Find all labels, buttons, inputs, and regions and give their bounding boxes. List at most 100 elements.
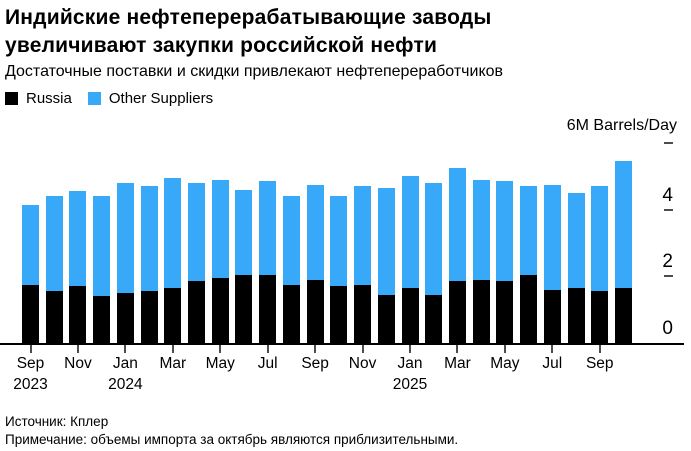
bar-segment-russia	[188, 281, 206, 343]
y-axis-tick-label: 0	[662, 318, 673, 339]
chart-legend: Russia Other Suppliers	[5, 90, 213, 107]
x-axis-tick-mark	[219, 345, 222, 353]
source-note: Источник: Кплер	[5, 414, 109, 429]
legend-label-other-suppliers: Other Suppliers	[108, 90, 214, 107]
bar-segment-other-suppliers	[448, 168, 466, 282]
bar-segment-russia	[615, 288, 632, 343]
bar-segment-russia	[211, 278, 229, 343]
x-axis-tick-mark	[551, 345, 554, 353]
y-axis-tick-dash	[664, 275, 673, 278]
bar-segment-other-suppliers	[306, 184, 324, 280]
approximation-note: Примечание: объемы импорта за октябрь яв…	[5, 432, 459, 447]
bar-segment-russia	[401, 288, 419, 343]
page-title: Индийские нефтеперерабатывающие заводы у…	[5, 4, 492, 60]
bar-segment-russia	[69, 286, 87, 343]
page-subtitle: Достаточные поставки и скидки привлекают…	[5, 63, 504, 80]
y-axis-tick-label: 2	[662, 251, 673, 273]
x-axis-tick-mark	[314, 345, 317, 353]
bar-segment-other-suppliers	[235, 189, 253, 275]
bar-segment-other-suppliers	[69, 191, 87, 287]
x-axis-month-label: Mar	[159, 355, 187, 372]
bar-segment-other-suppliers	[330, 196, 348, 287]
bar-segment-other-suppliers	[425, 183, 443, 295]
bar-segment-other-suppliers	[496, 181, 514, 282]
bar-segment-russia	[306, 279, 324, 343]
bar-segment-russia	[235, 274, 253, 343]
bar-segment-other-suppliers	[591, 186, 609, 292]
x-axis-year-label: 2025	[392, 376, 428, 393]
bar-segment-other-suppliers	[259, 181, 277, 275]
x-axis-tick-mark	[29, 345, 32, 353]
legend-swatch-russia	[5, 92, 18, 105]
bar-segment-other-suppliers	[377, 188, 395, 295]
bar-segment-russia	[140, 291, 158, 343]
y-axis-tick-label: 4	[662, 184, 673, 206]
bar-segment-russia	[164, 288, 182, 343]
legend-label-russia: Russia	[26, 90, 72, 107]
x-axis-month-label: Sep	[301, 355, 329, 372]
bar-segment-russia	[520, 274, 538, 343]
x-axis-tick-mark	[76, 345, 79, 353]
bar-segment-russia	[543, 289, 561, 343]
bar-segment-russia	[259, 274, 277, 343]
x-axis-baseline	[0, 343, 684, 345]
x-axis-tick-mark	[171, 345, 174, 353]
legend-item-russia: Russia	[5, 90, 72, 107]
bar-segment-other-suppliers	[211, 179, 229, 278]
bar-segment-russia	[377, 294, 395, 343]
x-axis-tick-mark	[456, 345, 459, 353]
y-axis-tick-dash	[664, 142, 673, 144]
y-axis-tick-dash	[664, 208, 673, 211]
bar-segment-other-suppliers	[45, 196, 63, 292]
bar-segment-russia	[354, 284, 372, 343]
bar-segment-other-suppliers	[282, 196, 300, 285]
bar-segment-russia	[472, 279, 490, 343]
bar-segment-other-suppliers	[354, 186, 372, 285]
x-axis-month-label: May	[205, 355, 235, 372]
bar-segment-russia	[116, 293, 134, 343]
bar-segment-other-suppliers	[543, 184, 561, 290]
legend-item-other-suppliers: Other Suppliers	[87, 90, 214, 107]
bar-segment-other-suppliers	[140, 186, 158, 292]
bar-segment-russia	[496, 281, 514, 343]
x-axis-month-label: Sep	[16, 355, 45, 372]
bar-segment-other-suppliers	[188, 183, 206, 282]
bar-segment-other-suppliers	[567, 193, 585, 288]
bar-segment-russia	[425, 294, 443, 343]
legend-swatch-other-suppliers	[87, 92, 101, 105]
bar-segment-russia	[22, 284, 39, 343]
bar-segment-russia	[93, 296, 111, 343]
x-axis-tick-mark	[503, 345, 506, 353]
x-axis-month-label: Jul	[257, 355, 278, 372]
bar-segment-russia	[330, 286, 348, 343]
x-axis-month-label: Jan	[112, 355, 138, 372]
bar-segment-russia	[591, 291, 609, 343]
bar-segment-other-suppliers	[520, 186, 538, 275]
chart-footer: Источник: Кплер Примечание: объемы импор…	[5, 413, 458, 449]
title-line-1: Индийские нефтеперерабатывающие заводы	[5, 6, 492, 29]
x-axis-tick-mark	[361, 345, 364, 353]
bar-segment-russia	[567, 288, 585, 343]
bar-segment-other-suppliers	[164, 178, 182, 288]
x-axis-year-label: 2023	[13, 376, 48, 393]
x-axis-month-label: Nov	[348, 355, 377, 372]
x-axis-tick-mark	[598, 345, 601, 353]
x-axis-year-label: 2024	[108, 376, 143, 393]
x-axis-month-label: Mar	[444, 355, 471, 372]
x-axis-month-label: Jan	[397, 355, 423, 372]
title-line-2: увеличивают закупки российской нефти	[5, 34, 438, 57]
bar-segment-other-suppliers	[401, 176, 419, 288]
bar-segment-russia	[282, 284, 300, 343]
bar-segment-russia	[45, 291, 63, 343]
y-axis-unit-label: 6M Barrels/Day	[566, 117, 677, 134]
bar-segment-other-suppliers	[615, 161, 632, 288]
bar-segment-other-suppliers	[93, 196, 111, 297]
x-axis-month-label: Sep	[585, 355, 614, 372]
x-axis-month-label: Nov	[64, 355, 92, 372]
bar-segment-other-suppliers	[22, 204, 39, 285]
bar-segment-other-suppliers	[472, 179, 490, 280]
x-axis-tick-mark	[409, 345, 412, 353]
x-axis-tick-mark	[266, 345, 269, 353]
